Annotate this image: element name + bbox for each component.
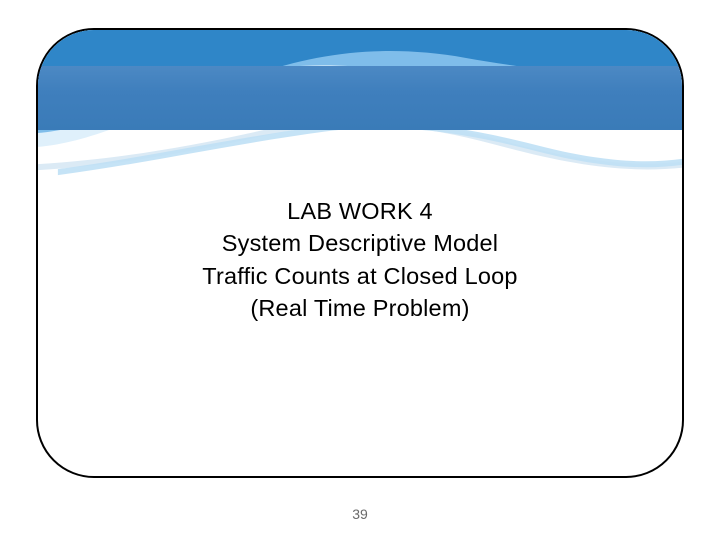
slide-frame: LAB WORK 4 System Descriptive Model Traf… bbox=[36, 28, 684, 478]
content-line: (Real Time Problem) bbox=[38, 292, 682, 324]
slide-content: LAB WORK 4 System Descriptive Model Traf… bbox=[38, 195, 682, 325]
slide: LAB WORK 4 System Descriptive Model Traf… bbox=[0, 0, 720, 540]
content-line: Traffic Counts at Closed Loop bbox=[38, 260, 682, 292]
content-line: LAB WORK 4 bbox=[38, 195, 682, 227]
title-band bbox=[38, 66, 682, 130]
content-line: System Descriptive Model bbox=[38, 227, 682, 259]
page-number: 39 bbox=[0, 506, 720, 522]
